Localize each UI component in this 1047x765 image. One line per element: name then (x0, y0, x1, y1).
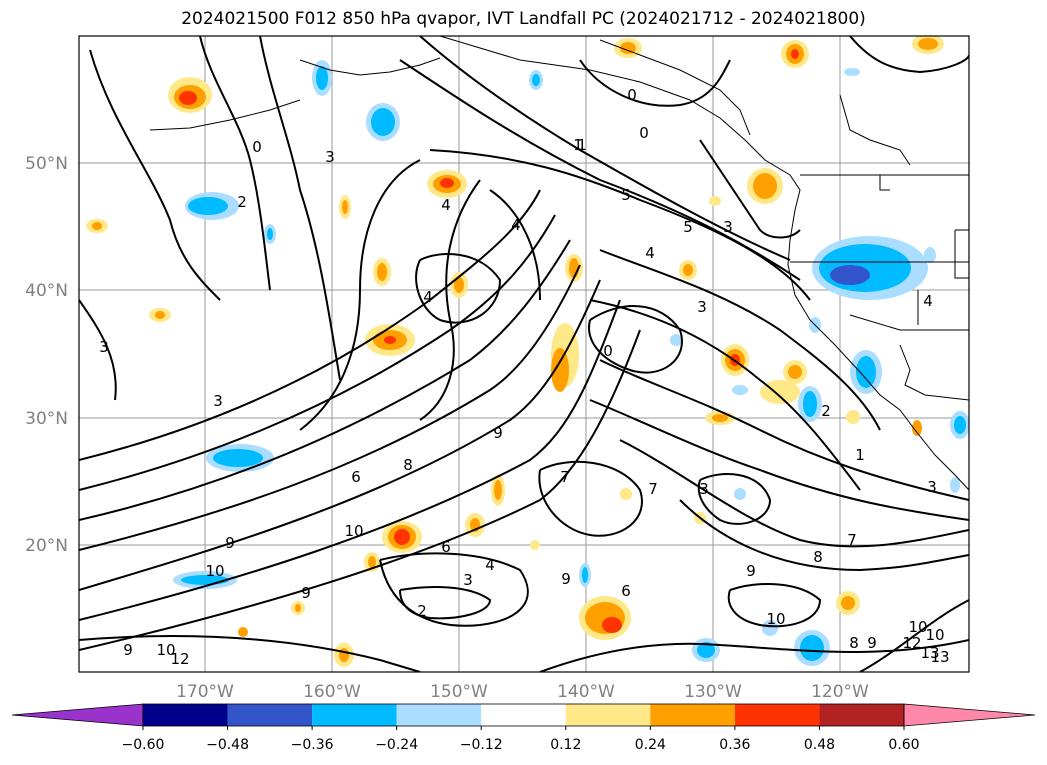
contour-label: 10 (925, 626, 944, 644)
colorbar-tick-label: −0.48 (206, 737, 249, 753)
lon-label: 120°W (811, 682, 869, 702)
contour-label: 8 (813, 548, 823, 566)
contour-label: 4 (511, 216, 521, 234)
contour-label: 4 (923, 292, 933, 310)
lon-label: 160°W (303, 682, 361, 702)
colorbar-segment (143, 704, 228, 726)
lat-label: 50°N (25, 154, 68, 174)
colorbar-labels: −0.60 −0.48 −0.36 −0.24 −0.12 0.12 0.24 0.36 0.4… (122, 726, 920, 753)
colorbar-extend-low (11, 703, 144, 727)
contour-label: 0 (252, 138, 262, 156)
contour-label: 4 (423, 288, 433, 306)
colorbar-segment (819, 704, 904, 726)
contour-label: 9 (867, 634, 877, 652)
latitude-labels: 50°N 40°N 30°N 20°N (25, 154, 68, 556)
lon-label: 140°W (557, 682, 615, 702)
contour-label: 8 (849, 634, 859, 652)
contour-label: 9 (746, 562, 756, 580)
colorbar-tick-label: −0.60 (122, 737, 165, 753)
colorbar-tick-label: 0.12 (550, 737, 581, 753)
colorbar-segment (312, 704, 397, 726)
contour-label: 8 (403, 456, 413, 474)
lat-label: 20°N (25, 536, 68, 556)
colorbar-extend-high (903, 703, 1036, 727)
contour-label: 3 (325, 148, 335, 166)
lon-label: 170°W (176, 682, 234, 702)
colorbar-tick-label: −0.36 (291, 737, 334, 753)
colorbar-segment (481, 704, 566, 726)
contour-label: 1 (855, 446, 865, 464)
contour-label: 9 (301, 584, 311, 602)
contour-label: 0 (627, 86, 637, 104)
contour-label: 4 (645, 244, 655, 262)
contour-label: 3 (927, 478, 937, 496)
contour-label: 10 (344, 522, 363, 540)
contour-label: 1 (577, 136, 587, 154)
contour-label: 2 (821, 402, 831, 420)
contour-label: 3 (697, 298, 707, 316)
colorbar-segment (396, 704, 482, 726)
contour-label: 12 (902, 634, 921, 652)
contour-label: 2 (237, 193, 247, 211)
contour-label: 3 (99, 338, 109, 356)
colorbar-segment (650, 704, 735, 726)
contour-label: 13 (930, 648, 949, 666)
contour-label: 3 (463, 571, 473, 589)
contour-label: 4 (441, 196, 451, 214)
colorbar-tick-label: −0.12 (460, 737, 503, 753)
colorbar-segment (565, 704, 651, 726)
contour-label: 7 (648, 480, 658, 498)
colorbar-segment (227, 704, 313, 726)
colorbar-tick-label: 0.24 (635, 737, 666, 753)
map-title: 2024021500 F012 850 hPa qvapor, IVT Land… (181, 9, 866, 29)
contour-label: 9 (123, 641, 133, 659)
contour-label: 5 (683, 218, 693, 236)
contour-label: 2 (417, 602, 427, 620)
lat-label: 40°N (25, 281, 68, 301)
map-border (78, 35, 970, 673)
contour-label: 3 (213, 392, 223, 410)
contour-label: 4 (485, 556, 495, 574)
colorbar-segment (734, 704, 820, 726)
contour-label: 9 (561, 570, 571, 588)
longitude-labels: 170°W 160°W 150°W 140°W 130°W 120°W (176, 682, 869, 702)
contour-label: 9 (493, 424, 503, 442)
colorbar (11, 703, 1036, 727)
contour-label: 10 (205, 562, 224, 580)
contour-label: 7 (560, 468, 570, 486)
lon-label: 130°W (684, 682, 742, 702)
contour-label: 10 (766, 610, 785, 628)
colorbar-tick-label: 0.36 (719, 737, 750, 753)
colorbar-tick-label: 0.60 (888, 737, 919, 753)
contour-label: 0 (639, 124, 649, 142)
colorbar-frame (142, 703, 905, 727)
colorbar-tick-label: −0.24 (375, 737, 418, 753)
contour-label: 3 (699, 480, 709, 498)
lat-label: 30°N (25, 409, 68, 429)
contour-label: 12 (170, 650, 189, 668)
contour-label: 13 (920, 644, 939, 662)
coastlines (149, 36, 969, 491)
contour-label: 10 (908, 618, 927, 636)
contour-label: 5 (621, 186, 631, 204)
lon-label: 150°W (430, 682, 488, 702)
contour-label: 3 (723, 218, 733, 236)
contour-label: 6 (351, 468, 361, 486)
colorbar-tick-label: 0.48 (804, 737, 835, 753)
contour-label: 9 (225, 534, 235, 552)
map-panel (79, 36, 969, 672)
contour-label: 10 (156, 641, 175, 659)
contour-label: 0 (603, 342, 613, 360)
contour-label: 7 (847, 531, 857, 549)
contour-label: 6 (621, 582, 631, 600)
contour-label: 6 (441, 538, 451, 556)
ivt-contours (79, 36, 969, 672)
contour-label: 1 (573, 136, 583, 154)
